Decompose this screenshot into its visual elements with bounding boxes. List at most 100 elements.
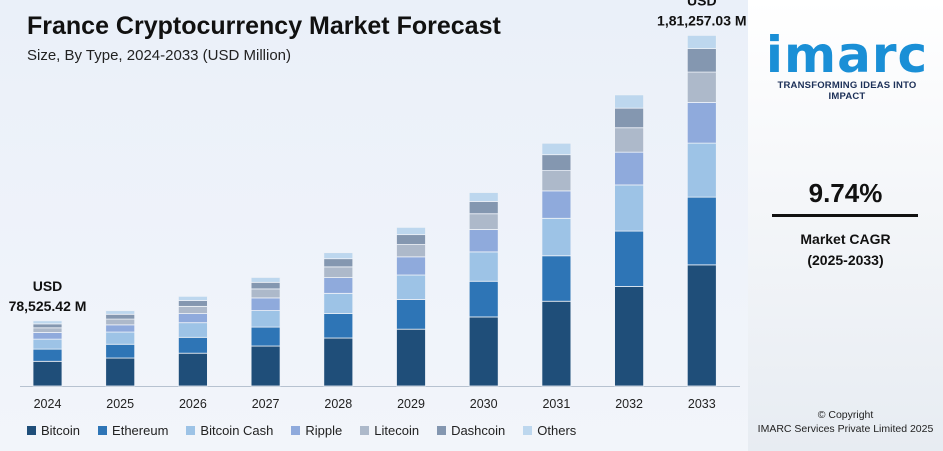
x-tick-label-2027: 2027 — [252, 397, 280, 411]
bar-segment-dashcoin-2027 — [250, 281, 281, 290]
bar-segment-bitcoin-2026 — [177, 352, 208, 387]
bar-segment-others-2032 — [614, 94, 644, 109]
legend-label-bitcoin: Bitcoin — [41, 423, 81, 438]
legend-item-dashcoin: Dashcoin — [437, 423, 505, 438]
annotation-2033-value: 1,81,257.03 M — [657, 12, 747, 28]
bar-segment-ethereum-2024 — [32, 348, 63, 362]
legend-item-ripple: Ripple — [291, 423, 342, 438]
bar-segment-litecoin-2026 — [177, 305, 208, 314]
bar-segment-bitcoin-2025 — [105, 357, 136, 387]
bar-segment-ripple-2033 — [686, 101, 717, 144]
bar-segment-bitcoin-cash-2025 — [105, 331, 136, 345]
imarc-logo: imarc TRANSFORMING IDEAS INTO IMPACT — [758, 26, 936, 102]
legend-swatch-others — [523, 426, 533, 435]
x-tick-label-2028: 2028 — [324, 397, 352, 411]
bar-segment-litecoin-2028 — [323, 266, 354, 278]
annotation-2024-currency: USD — [33, 278, 63, 294]
legend-swatch-bitcoin-cash — [186, 426, 196, 435]
bar-segment-others-2027 — [250, 277, 281, 283]
copyright-line2: IMARC Services Private Limited 2025 — [757, 423, 934, 435]
bar-segment-bitcoin-2033 — [686, 264, 717, 387]
legend-label-ethereum: Ethereum — [112, 423, 169, 438]
bar-segment-litecoin-2029 — [396, 244, 426, 258]
legend-item-litecoin: Litecoin — [360, 423, 419, 438]
bar-segment-bitcoin-2032 — [614, 286, 644, 387]
legend-swatch-bitcoin — [27, 426, 36, 435]
bar-segment-ripple-2028 — [323, 277, 354, 294]
bar-segment-ripple-2024 — [32, 332, 63, 340]
bar-segment-ethereum-2032 — [614, 230, 644, 287]
logo-wordmark: imarc — [765, 26, 929, 84]
bar-segment-dashcoin-2030 — [468, 201, 499, 215]
chart-subtitle: Size, By Type, 2024-2033 (USD Million) — [27, 47, 292, 64]
legend-label-litecoin: Litecoin — [374, 423, 420, 438]
legend-label-ripple: Ripple — [305, 423, 343, 438]
cagr-label: Market CAGR (2025-2033) — [748, 229, 943, 271]
copyright: © Copyright IMARC Services Private Limit… — [748, 408, 943, 436]
stacked-bar-chart: 2024 2025 2026 2027 2028 2029 2030 2031 2032 2033… — [9, 0, 747, 411]
bar-segment-dashcoin-2031 — [541, 154, 572, 172]
bar-segment-others-2024 — [32, 320, 63, 325]
legend-swatch-litecoin — [360, 426, 370, 435]
bar-segment-litecoin-2030 — [468, 213, 499, 230]
bar-segment-ethereum-2031 — [541, 255, 572, 302]
bar-segment-ethereum-2026 — [177, 336, 208, 354]
bar-segment-ethereum-2028 — [323, 313, 354, 339]
legend-label-bitcoin-cash: Bitcoin Cash — [200, 423, 274, 438]
bar-segment-bitcoin-cash-2030 — [468, 251, 499, 282]
bar-segment-dashcoin-2025 — [105, 313, 136, 320]
chart-panel: France Cryptocurrency Market Forecast Si… — [0, 0, 748, 451]
bar-segment-others-2033 — [686, 34, 717, 49]
side-panel: imarc TRANSFORMING IDEAS INTO IMPACT 9.7… — [748, 0, 943, 451]
bar-segment-bitcoin-cash-2032 — [614, 184, 644, 232]
legend-swatch-dashcoin — [437, 426, 447, 435]
bar-segment-bitcoin-2024 — [32, 360, 63, 387]
bar-segment-bitcoin-cash-2029 — [396, 274, 426, 300]
bar-segment-bitcoin-cash-2028 — [323, 292, 354, 314]
bar-segment-dashcoin-2032 — [614, 107, 644, 129]
legend-swatch-ripple — [291, 426, 301, 435]
bar-segment-bitcoin-2029 — [396, 328, 426, 387]
legend-swatch-ethereum — [98, 426, 108, 435]
x-tick-label-2032: 2032 — [615, 397, 643, 411]
bar-segment-dashcoin-2028 — [323, 258, 354, 268]
chart-title: France Cryptocurrency Market Forecast — [27, 12, 501, 40]
chart-legend: Bitcoin Ethereum Bitcoin Cash Ripple Litecoi… — [27, 423, 594, 438]
cagr-divider — [772, 214, 918, 217]
bar-segment-bitcoin-2028 — [323, 337, 354, 387]
bar-segment-litecoin-2024 — [32, 327, 63, 333]
copyright-line1: © Copyright — [817, 409, 874, 421]
bar-segment-bitcoin-cash-2033 — [686, 142, 717, 198]
bar-segment-dashcoin-2026 — [177, 300, 208, 307]
bar-segment-bitcoin-cash-2024 — [32, 338, 63, 350]
x-tick-label-2025: 2025 — [106, 397, 134, 411]
bar-segment-bitcoin-cash-2027 — [250, 310, 281, 328]
bar-segment-dashcoin-2029 — [396, 234, 426, 245]
bar-segment-others-2026 — [177, 295, 208, 302]
bar-segment-dashcoin-2033 — [686, 48, 717, 73]
bar-segment-bitcoin-2030 — [468, 316, 499, 387]
legend-item-bitcoin: Bitcoin — [27, 423, 80, 438]
bar-segment-dashcoin-2024 — [32, 323, 63, 329]
bar-segment-bitcoin-cash-2026 — [177, 322, 208, 338]
legend-item-others: Others — [523, 423, 576, 438]
bar-segment-ethereum-2029 — [396, 299, 426, 330]
bar-segment-ethereum-2025 — [105, 343, 136, 359]
bar-segment-litecoin-2032 — [614, 127, 644, 153]
annotation-2024-value: 78,525.42 M — [9, 298, 87, 314]
x-tick-label-2026: 2026 — [179, 397, 207, 411]
bar-segment-ripple-2031 — [541, 190, 572, 219]
x-tick-label-2024: 2024 — [34, 397, 62, 411]
logo-tagline: TRANSFORMING IDEAS INTO IMPACT — [777, 80, 917, 102]
legend-label-dashcoin: Dashcoin — [451, 423, 506, 438]
bar-segment-litecoin-2031 — [541, 170, 572, 192]
x-tick-label-2031: 2031 — [542, 397, 570, 411]
x-tick-label-2033: 2033 — [688, 397, 716, 411]
bar-segment-litecoin-2025 — [105, 318, 136, 326]
legend-item-bitcoin-cash: Bitcoin Cash — [186, 423, 273, 438]
x-tick-label-2029: 2029 — [397, 397, 425, 411]
bar-segment-ethereum-2030 — [468, 280, 499, 318]
cagr-label-line2: (2025-2033) — [807, 252, 884, 268]
bar-segment-ripple-2029 — [396, 256, 426, 276]
bar-segment-ripple-2026 — [177, 313, 208, 324]
